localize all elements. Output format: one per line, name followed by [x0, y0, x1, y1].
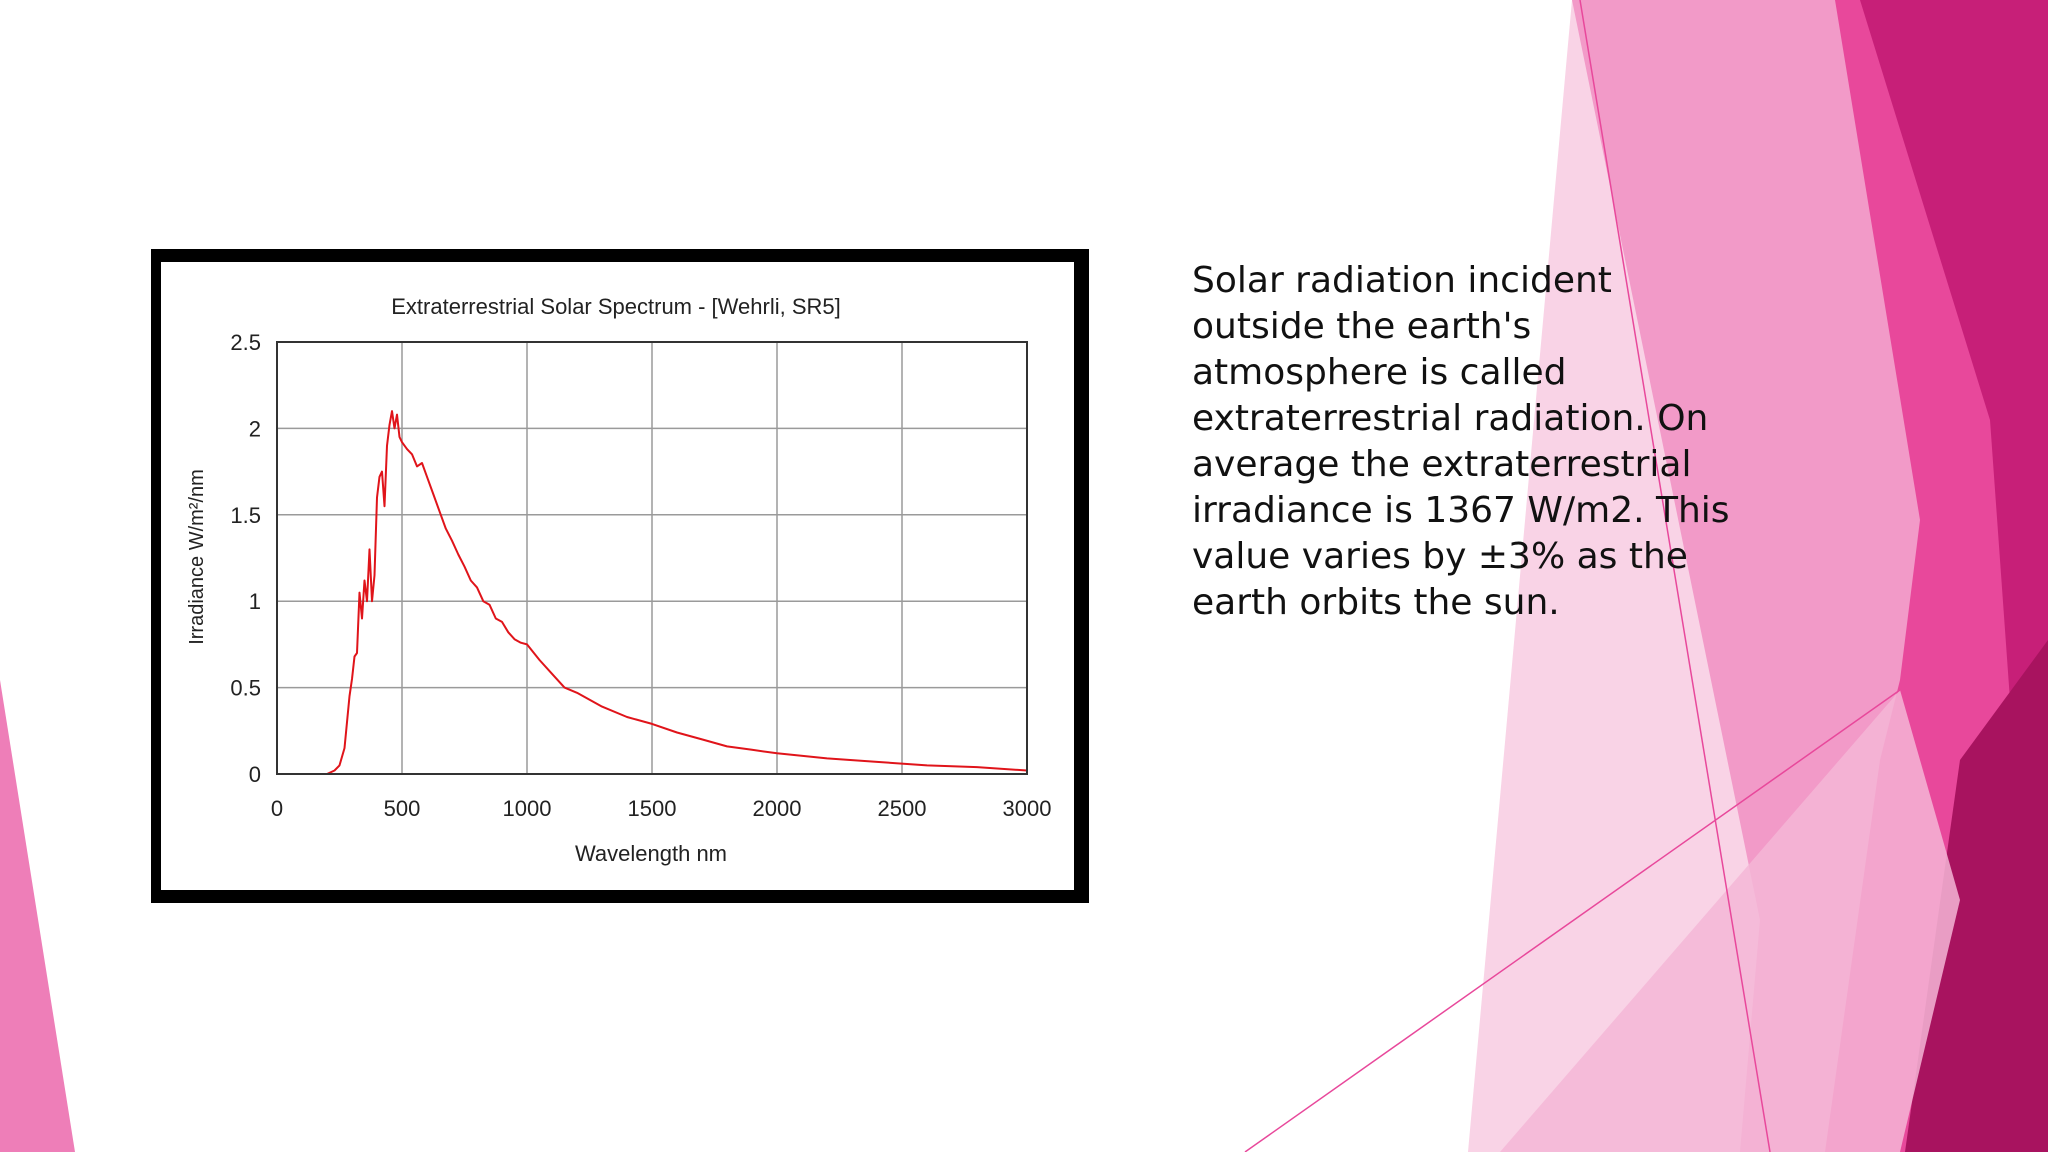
x-axis-label: Wavelength nm	[575, 841, 727, 866]
x-tick-label: 1500	[628, 796, 677, 821]
thin-line-2	[1244, 689, 1901, 1152]
y-tick-label: 1	[249, 589, 261, 614]
slide-body-text: Solar radiation incident outside the ear…	[1192, 260, 1730, 623]
y-tick-label: 0.5	[230, 676, 261, 701]
x-tick-label: 2500	[878, 796, 927, 821]
y-tick-label: 2.5	[230, 330, 261, 355]
x-tick-label: 3000	[1003, 796, 1052, 821]
y-tick-label: 2	[249, 416, 261, 441]
lower-wedge	[1500, 690, 1960, 1152]
solar-spectrum-chart: Extraterrestrial Solar Spectrum - [Wehrl…	[161, 262, 1074, 890]
chart-frame: Extraterrestrial Solar Spectrum - [Wehrl…	[151, 249, 1089, 903]
right-band-darkest	[1905, 640, 2048, 1152]
tick-labels: 0 500 1000 1500 2000 2500 3000 0 0.5 1 1.5 2 2.5	[230, 330, 1051, 821]
x-tick-label: 1000	[503, 796, 552, 821]
chart-title: Extraterrestrial Solar Spectrum - [Wehrl…	[391, 294, 841, 319]
y-tick-label: 1.5	[230, 503, 261, 528]
x-tick-label: 0	[271, 796, 283, 821]
spectrum-series-line	[326, 410, 1028, 775]
left-wedge	[0, 680, 75, 1152]
x-tick-label: 500	[384, 796, 421, 821]
plot-border	[276, 341, 1028, 775]
y-tick-label: 0	[249, 762, 261, 787]
thin-line-1	[1579, 0, 1771, 1152]
x-tick-label: 2000	[753, 796, 802, 821]
chart-background	[161, 262, 1074, 890]
y-axis-label: Irradiance W/m²/nm	[186, 469, 208, 645]
